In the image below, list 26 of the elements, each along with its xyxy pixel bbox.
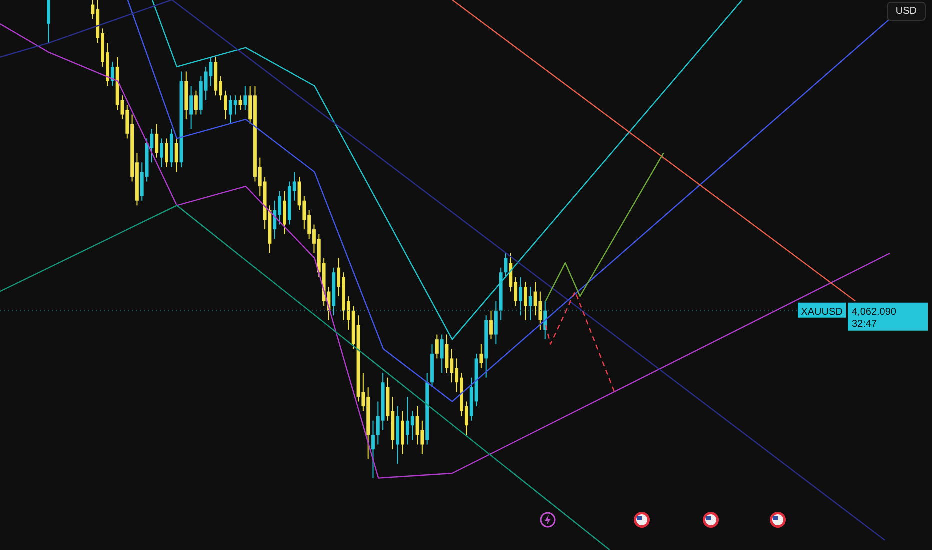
candlestick bbox=[519, 276, 522, 316]
annotation: 32:47 bbox=[852, 318, 878, 330]
candlestick bbox=[190, 86, 194, 130]
candlestick bbox=[528, 286, 532, 321]
candlestick bbox=[494, 300, 498, 345]
candlestick bbox=[224, 90, 228, 120]
candlestick bbox=[480, 344, 484, 369]
candlestick bbox=[174, 138, 178, 173]
annotation: 4,062.090 bbox=[852, 306, 897, 318]
candlestick bbox=[160, 138, 164, 168]
candlestick bbox=[47, 0, 50, 44]
candlestick bbox=[244, 86, 248, 110]
candlestick bbox=[440, 334, 444, 374]
candlestick bbox=[155, 124, 159, 158]
annotation: XAUUSD bbox=[801, 306, 843, 318]
text: USD bbox=[886, 2, 926, 21]
candlestick bbox=[372, 420, 375, 479]
candlestick bbox=[165, 138, 168, 168]
candlestick bbox=[194, 90, 198, 116]
symbol-tag: XAUUSD bbox=[798, 302, 846, 318]
candlestick bbox=[110, 62, 114, 87]
candlestick bbox=[490, 310, 493, 340]
candlestick bbox=[524, 282, 528, 321]
candlestick bbox=[401, 410, 404, 455]
candlestick bbox=[283, 190, 286, 235]
candlestick bbox=[435, 334, 439, 360]
